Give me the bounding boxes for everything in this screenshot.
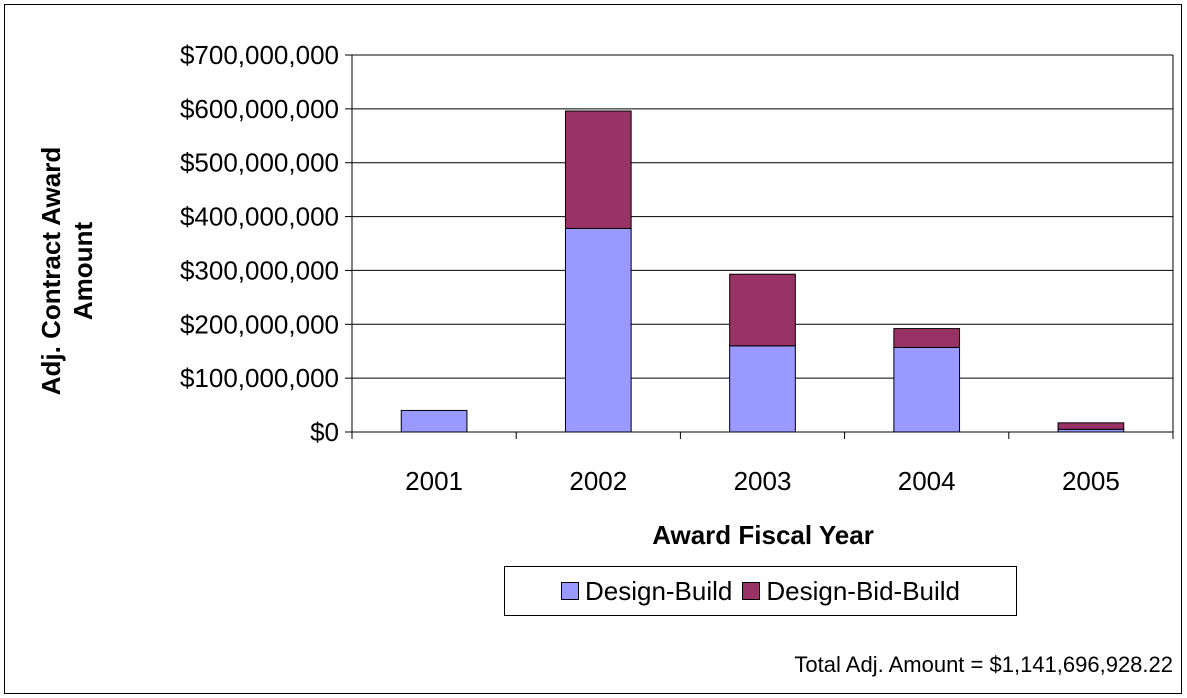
x-tick-label: 2001 <box>405 466 463 496</box>
x-tick-labels: 2001 2002 2003 2004 2005 <box>405 466 1120 496</box>
bar-design-bid-build-2002 <box>564 110 632 229</box>
y-tick-label: $400,000,000 <box>180 202 339 232</box>
bar-design-bid-build-2005 <box>1057 422 1125 430</box>
y-tick-label: $0 <box>310 417 339 447</box>
y-tick-label: $100,000,000 <box>180 363 339 393</box>
gridlines <box>352 54 1173 379</box>
legend-item-design-build: Design-Build <box>560 575 733 607</box>
y-tick-labels: $0 $100,000,000 $200,000,000 $300,000,000 $4… <box>180 40 339 447</box>
y-tick-label: $500,000,000 <box>180 148 339 178</box>
bar-design-build-2004 <box>893 346 961 433</box>
axes <box>345 54 1174 439</box>
legend-label-design-bid-build: Design-Bid-Build <box>766 575 961 606</box>
bar-design-build-2001 <box>400 409 468 433</box>
y-tick-label: $200,000,000 <box>180 309 339 339</box>
bar-design-build-2002 <box>564 227 632 433</box>
legend-item-design-bid-build: Design-Bid-Build <box>742 576 960 607</box>
bar-design-bid-build-2004 <box>893 328 961 348</box>
x-tick-label: 2002 <box>569 466 627 496</box>
bars <box>400 110 1125 433</box>
y-tick-label: $700,000,000 <box>180 40 339 70</box>
bar-design-build-2003 <box>729 345 796 433</box>
x-tick-label: 2005 <box>1062 466 1120 496</box>
bar-design-bid-build-2003 <box>729 273 796 347</box>
legend-label-design-build: Design-Build <box>584 575 733 606</box>
x-axis-title: Award Fiscal Year <box>652 520 874 550</box>
x-tick-label: 2003 <box>734 466 792 496</box>
total-amount-footnote: Total Adj. Amount = $1,141,696,928.22 <box>794 652 1173 677</box>
legend-swatch-design-bid-build <box>742 582 761 600</box>
y-tick-label: $600,000,000 <box>180 94 339 124</box>
y-axis-title-line1: Adj. Contract Award <box>36 147 66 395</box>
x-tick-label: 2004 <box>898 466 956 496</box>
legend: Design-Build Design-Bid-Build <box>504 566 1017 616</box>
y-tick-label: $300,000,000 <box>180 255 339 285</box>
legend-swatch-design-build <box>560 582 579 600</box>
y-axis-title-line2: Amount <box>68 222 98 321</box>
